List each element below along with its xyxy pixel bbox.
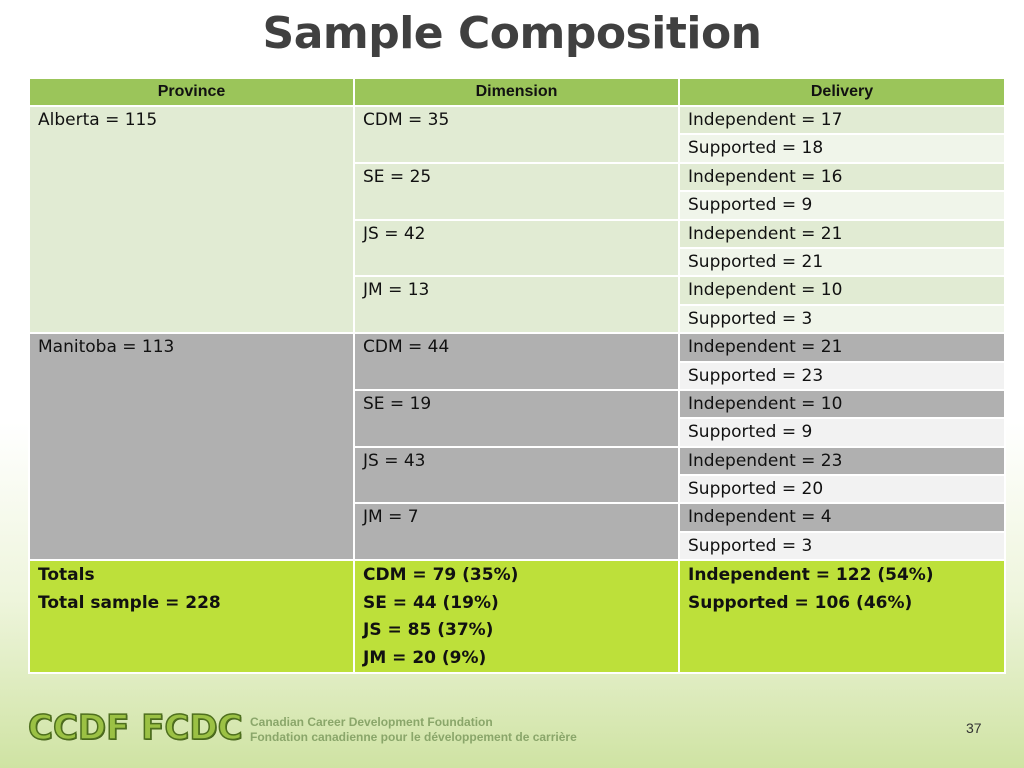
totals-cell-delivery: Independent = 122 (54%) Supported = 106 … [678, 559, 1006, 675]
header-province: Province [28, 77, 355, 107]
delivery-cell-supported: Supported = 20 [678, 474, 1006, 505]
delivery-cell-supported: Supported = 9 [678, 190, 1006, 221]
table-row: SE = 19 Independent = 10 [29, 388, 1006, 448]
delivery-cell-independent: Independent = 10 [678, 275, 1006, 306]
total-cdm: CDM = 79 (35%) [363, 565, 519, 586]
dimension-cell: SE = 25 [353, 161, 680, 221]
delivery-cell-supported: Supported = 3 [678, 530, 1006, 562]
table-row: Alberta = 115 CDM = 35 Independent = 17 [28, 104, 1006, 335]
delivery-cell-independent: Independent = 23 [678, 445, 1006, 477]
total-se: SE = 44 (19%) [363, 592, 499, 613]
delivery-cell-supported: Supported = 9 [678, 417, 1006, 448]
table-row: Supported = 21 [29, 246, 1006, 278]
foundation-name: Canadian Career Development Foundation F… [250, 715, 577, 745]
totals-row: Totals Total sample = 228 CDM = 79 (35%)… [28, 559, 1006, 675]
dimension-cell: CDM = 35 [353, 105, 680, 164]
foundation-name-fr: Fondation canadienne pour le développeme… [250, 730, 577, 744]
slide-title: Sample Composition [262, 8, 763, 59]
delivery-cell-independent: Independent = 4 [678, 502, 1006, 533]
total-js: JS = 85 (37%) [363, 620, 494, 641]
totals-cell-dimension: CDM = 79 (35%) SE = 44 (19%) JS = 85 (37… [353, 559, 680, 675]
dimension-cell: JS = 42 [353, 218, 680, 278]
delivery-cell-independent: Independent = 16 [678, 161, 1006, 193]
total-jm: JM = 20 (9%) [363, 647, 487, 668]
table-row: Supported = 9 [29, 190, 1006, 221]
province-cell-manitoba: Manitoba = 113 [28, 332, 355, 562]
delivery-cell-supported: Supported = 18 [678, 133, 1006, 164]
province-cell-alberta: Alberta = 115 [28, 104, 355, 335]
delivery-cell-independent: Independent = 21 [678, 218, 1006, 249]
total-independent: Independent = 122 (54%) [688, 565, 934, 586]
table-row: Supported = 3 [29, 530, 1006, 562]
total-supported: Supported = 106 (46%) [688, 592, 913, 613]
sample-composition-table: Province Dimension Delivery Alberta = 11… [28, 77, 1006, 675]
table-row: Supported = 3 [29, 303, 1006, 335]
table-row: SE = 25 Independent = 16 [29, 161, 1006, 221]
dimension-cell: CDM = 44 [353, 332, 680, 391]
delivery-cell-independent: Independent = 21 [678, 332, 1006, 363]
header-row: Province Dimension Delivery [28, 77, 1006, 107]
delivery-cell-supported: Supported = 21 [678, 246, 1006, 278]
ccdf-fcdc-logo: CCDF FCDC [27, 707, 243, 749]
total-sample: Total sample = 228 [38, 592, 221, 613]
table-row: Manitoba = 113 CDM = 44 Independent = 21 [28, 332, 1006, 562]
table-row: Supported = 18 [29, 133, 1006, 164]
foundation-name-en: Canadian Career Development Foundation [250, 715, 493, 729]
delivery-cell-supported: Supported = 3 [678, 303, 1006, 335]
totals-label: Totals [38, 565, 95, 586]
table-row: JM = 7 Independent = 4 [29, 502, 1006, 562]
table-row: Supported = 9 [29, 417, 1006, 448]
dimension-cell: SE = 19 [353, 388, 680, 448]
dimension-cell: JS = 43 [353, 445, 680, 505]
delivery-cell-independent: Independent = 17 [678, 104, 1006, 136]
table-row: JS = 42 Independent = 21 [29, 218, 1006, 278]
header-dimension: Dimension [353, 77, 680, 107]
table-row: JM = 13 Independent = 10 [29, 275, 1006, 335]
dimension-cell: JM = 7 [353, 502, 680, 562]
table-row: JS = 43 Independent = 23 [29, 445, 1006, 505]
totals-cell-province: Totals Total sample = 228 [28, 559, 355, 675]
dimension-cell: JM = 13 [353, 275, 680, 335]
delivery-cell-supported: Supported = 23 [678, 360, 1006, 391]
header-delivery: Delivery [678, 77, 1006, 107]
delivery-cell-independent: Independent = 10 [678, 388, 1006, 420]
table-row: Supported = 20 [29, 474, 1006, 505]
table-row: Supported = 23 [29, 360, 1006, 391]
page-number: 37 [966, 720, 982, 736]
